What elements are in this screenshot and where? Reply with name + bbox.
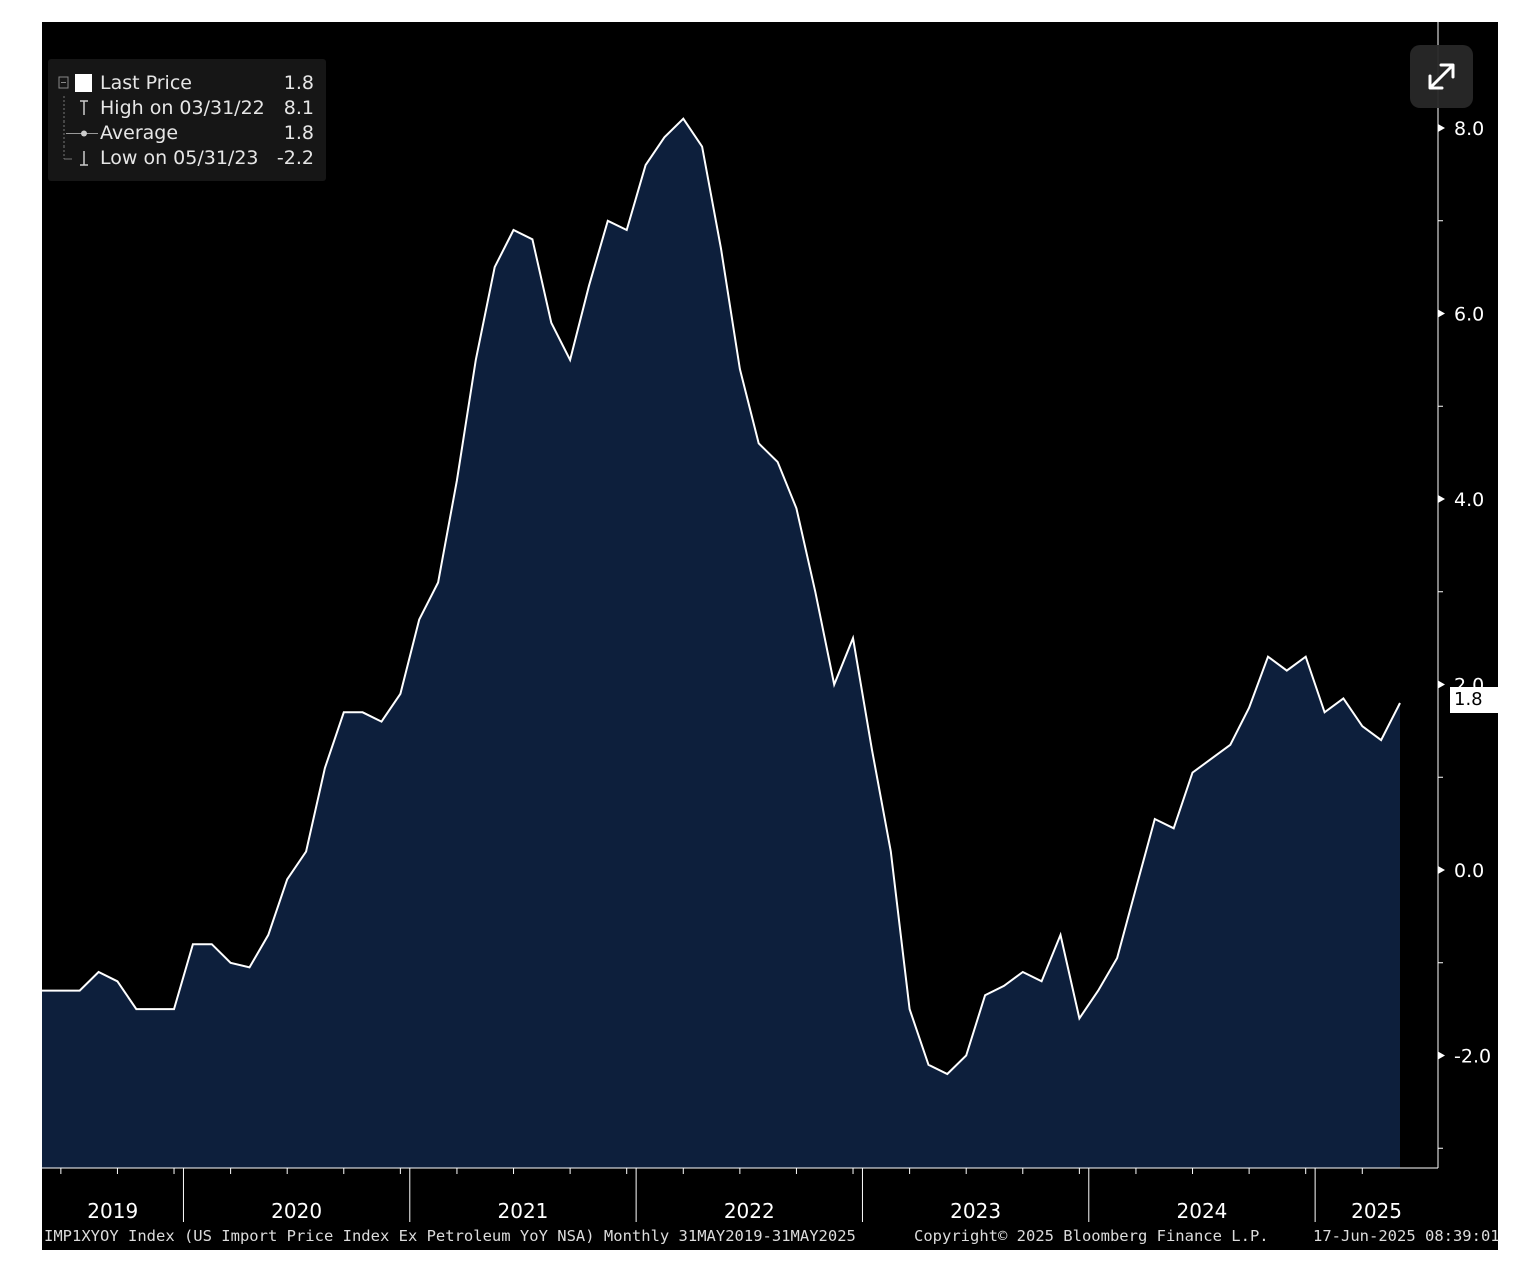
legend-value: -2.2	[276, 147, 314, 169]
y-tick-label: -2.0	[1454, 1046, 1491, 1068]
x-tick-label: 2022	[724, 1199, 775, 1223]
y-tick-label: 8.0	[1454, 118, 1484, 140]
series-line	[42, 117, 1401, 1076]
x-tick-label: 2021	[498, 1199, 549, 1223]
expand-button[interactable]	[1410, 45, 1473, 108]
legend-low-icon	[58, 146, 98, 171]
expand-icon	[1428, 63, 1455, 90]
last-value-tag: 1.8	[1450, 687, 1498, 713]
legend-value: 8.1	[283, 97, 314, 119]
legend-row-average: Average 1.8	[48, 121, 326, 146]
legend-last-price-icon	[58, 71, 98, 96]
x-tick-label: 2023	[950, 1199, 1001, 1223]
y-tick-label: 0.0	[1454, 860, 1484, 882]
y-major-tick	[1438, 866, 1445, 874]
series-area	[42, 118, 1400, 1169]
legend-value: 1.8	[283, 72, 314, 94]
legend-average-icon	[58, 121, 98, 146]
legend-row-last-price: Last Price 1.8	[48, 71, 326, 96]
y-major-tick	[1438, 124, 1445, 132]
y-major-tick	[1438, 680, 1445, 689]
legend-row-high: High on 03/31/22 8.1	[48, 96, 326, 121]
y-major-tick	[1438, 495, 1445, 503]
legend-label: Last Price	[100, 72, 192, 94]
x-tick-label: 2019	[87, 1199, 138, 1223]
x-tick-label: 2025	[1351, 1199, 1402, 1223]
legend: Last Price 1.8 High on 03/31/22 8.1 Aver…	[48, 59, 326, 181]
footer-timestamp: 17-Jun-2025 08:39:01	[1313, 1227, 1500, 1245]
y-major-tick	[1438, 1051, 1445, 1060]
legend-label: High on 03/31/22	[100, 97, 265, 119]
footer-copyright: Copyright© 2025 Bloomberg Finance L.P.	[914, 1227, 1269, 1245]
legend-high-icon	[58, 96, 98, 121]
y-major-tick	[1438, 309, 1445, 318]
legend-row-low: Low on 05/31/23 -2.2	[48, 146, 326, 171]
x-tick-label: 2020	[271, 1199, 322, 1223]
legend-label: Average	[100, 122, 179, 144]
legend-value: 1.8	[283, 122, 314, 144]
x-tick-label: 2024	[1177, 1199, 1228, 1223]
footer-index-description: IMP1XYOY Index (US Import Price Index Ex…	[44, 1227, 856, 1245]
legend-label: Low on 05/31/23	[100, 147, 259, 169]
y-tick-label: 4.0	[1454, 489, 1484, 511]
y-tick-label: 6.0	[1454, 304, 1484, 326]
